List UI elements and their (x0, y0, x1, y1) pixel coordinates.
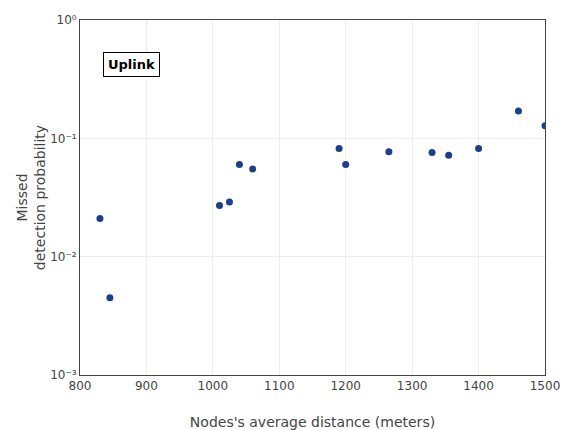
svg-text:10⁻³: 10⁻³ (50, 368, 77, 382)
svg-text:800: 800 (69, 379, 92, 393)
svg-text:Nodes's average distance (mete: Nodes's average distance (meters) (190, 414, 435, 430)
svg-text:10⁰: 10⁰ (57, 13, 77, 27)
svg-text:1000: 1000 (198, 379, 229, 393)
svg-text:900: 900 (135, 379, 158, 393)
svg-text:1200: 1200 (330, 379, 361, 393)
svg-text:1500: 1500 (530, 379, 561, 393)
svg-text:1100: 1100 (264, 379, 295, 393)
svg-text:10⁻¹: 10⁻¹ (50, 132, 77, 146)
svg-text:1300: 1300 (397, 379, 428, 393)
svg-text:1400: 1400 (463, 379, 494, 393)
svg-text:10⁻²: 10⁻² (50, 250, 77, 264)
svg-text:Misseddetection probability: Misseddetection probability (14, 125, 48, 270)
svg-text:Uplink: Uplink (108, 57, 155, 72)
